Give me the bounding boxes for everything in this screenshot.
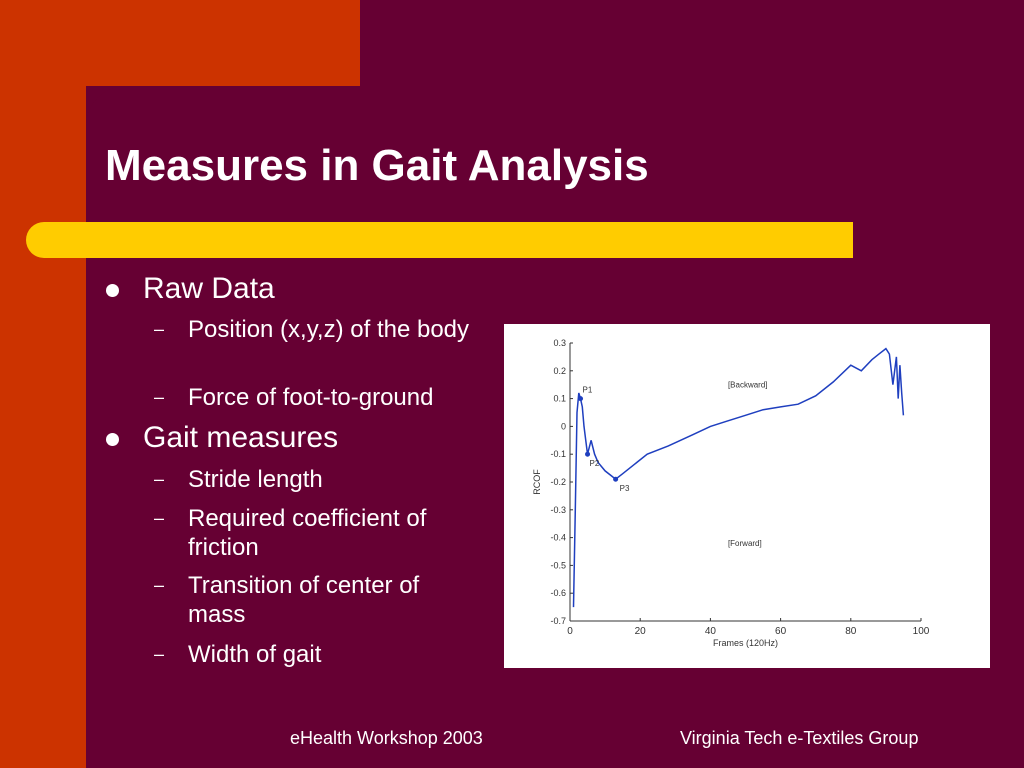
sub-bullet-label: Width of gait (188, 641, 322, 668)
y-tick-label: -0.7 (550, 616, 566, 626)
sub-bullet-label: Required coefficient of friction (188, 505, 427, 561)
x-axis-label: Frames (120Hz) (713, 638, 778, 648)
sub-bullet-label: Position (x,y,z) of the body (188, 316, 470, 343)
point-marker-p1 (578, 396, 584, 402)
y-tick-label: -0.6 (550, 588, 566, 598)
x-tick-label: 40 (705, 626, 717, 637)
annotation-p1: P1 (583, 386, 593, 395)
rcof-chart: 0.3 0.2 0.1 0 -0.1 -0.2 -0.3 -0.4 -0.5 -0.6 -0.7 0 2… (504, 324, 990, 668)
dash-icon: – (154, 575, 165, 595)
y-tick-label: 0.1 (553, 394, 566, 404)
bullet-dot-icon (106, 433, 119, 446)
x-tick-label: 100 (913, 626, 930, 637)
point-marker-p3 (613, 476, 619, 482)
sub-bullet-rcof: – Required coefficient of friction (154, 504, 478, 562)
annotation-backward: [Backward] (728, 380, 768, 389)
dash-icon: – (154, 319, 165, 339)
sub-bullet-label: Force of foot-to-ground (188, 384, 434, 411)
bullet-gait-measures: Gait measures (106, 421, 339, 455)
dash-icon: – (154, 469, 165, 489)
title-underline-bar (26, 222, 853, 258)
point-marker-p2 (585, 451, 591, 457)
sub-bullet-label: Stride length (188, 466, 323, 493)
dash-icon: – (154, 508, 165, 528)
y-tick-label: 0.3 (553, 338, 566, 348)
annotation-p2: P2 (590, 459, 600, 468)
sub-bullet-position: – Position (x,y,z) of the body (154, 315, 478, 344)
y-axis-label: RCOF (532, 469, 542, 495)
slide-title: Measures in Gait Analysis (105, 141, 649, 190)
bullet-label: Raw Data (143, 272, 275, 305)
bullet-label: Gait measures (143, 421, 339, 454)
bullet-raw-data: Raw Data (106, 272, 275, 306)
series-line-0 (572, 347, 905, 608)
y-tick-label: 0.2 (553, 366, 566, 376)
footer-group: Virginia Tech e-Textiles Group (680, 728, 919, 748)
orange-corner-left (0, 0, 86, 768)
bullet-dot-icon (106, 284, 119, 297)
sub-bullet-com: – Transition of center of mass (154, 571, 478, 629)
annotation-forward: [Forward] (728, 539, 762, 548)
x-tick-label: 0 (567, 626, 573, 637)
dash-icon: – (154, 387, 165, 407)
x-tick-label: 80 (845, 626, 857, 637)
y-tick-label: -0.3 (550, 505, 566, 515)
y-tick-label: 0 (561, 421, 566, 431)
sub-bullet-label: Transition of center of mass (188, 572, 420, 628)
x-tick-label: 20 (635, 626, 647, 637)
sub-bullet-width: – Width of gait (154, 640, 478, 669)
sub-bullet-stride: – Stride length (154, 465, 488, 494)
x-tick-label: 60 (775, 626, 787, 637)
annotation-p3: P3 (620, 484, 630, 493)
y-tick-label: -0.2 (550, 477, 566, 487)
sub-bullet-force: – Force of foot-to-ground (154, 383, 488, 412)
y-tick-label: -0.4 (550, 533, 566, 543)
footer-event: eHealth Workshop 2003 (290, 728, 483, 748)
y-tick-label: -0.1 (550, 449, 566, 459)
y-tick-label: -0.5 (550, 560, 566, 570)
dash-icon: – (154, 644, 165, 664)
chart-svg: 0.30.20.10-0.1-0.2-0.3-0.4-0.5-0.6-0.70 2… (532, 338, 930, 648)
